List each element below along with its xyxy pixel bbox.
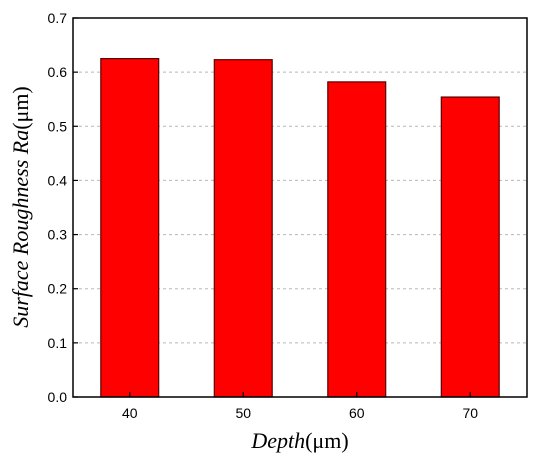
plot-frame [72,17,528,398]
y-tick-label: 0.1 [48,335,68,351]
x-axis-label: Depth(μm) [250,428,348,453]
y-tick-label: 0.6 [48,64,68,80]
x-tick-label: 70 [462,405,478,421]
y-axis-label: Surface Roughness Ra(μm) [8,86,33,328]
x-tick-label: 40 [122,405,138,421]
y-tick-label: 0.3 [48,227,68,243]
ticks-layer [73,17,471,398]
bar [440,96,500,398]
bar [213,59,273,398]
x-tick-label: 50 [235,405,251,421]
x-tick-labels: 40 50 60 70 [122,405,478,421]
bar [100,58,160,398]
y-tick-label: 0.0 [48,389,68,405]
y-tick-label: 0.7 [48,10,68,26]
bars-layer [100,58,500,398]
y-tick-label: 0.2 [48,281,68,297]
y-tick-label: 0.4 [48,172,68,188]
y-tick-label: 0.5 [48,118,68,134]
bar [327,81,387,398]
x-tick-label: 60 [349,405,365,421]
y-tick-labels: 0.0 0.1 0.2 0.3 0.4 0.5 0.6 0.7 [48,10,68,405]
